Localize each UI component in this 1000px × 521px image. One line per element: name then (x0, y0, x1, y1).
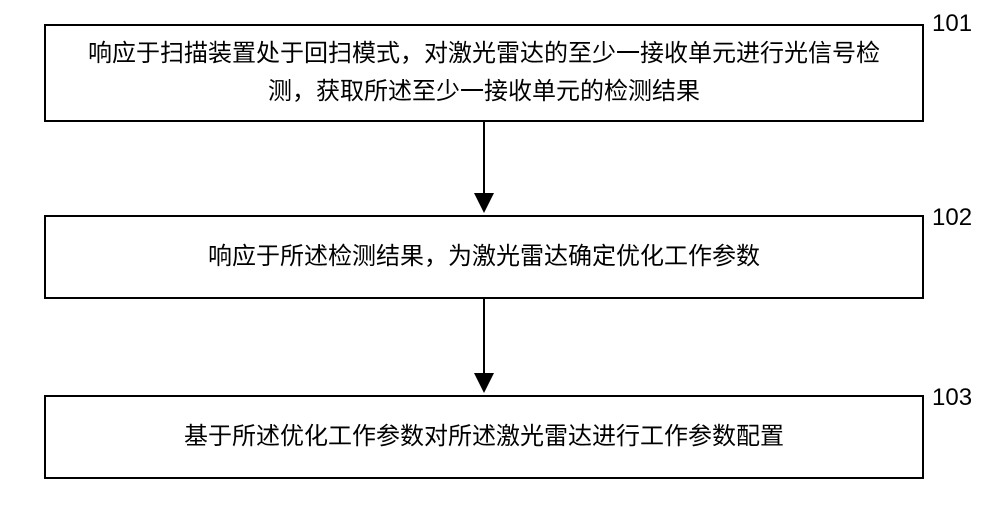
flow-node-103: 基于所述优化工作参数对所述激光雷达进行工作参数配置 (44, 395, 924, 479)
flow-node-103-text: 基于所述优化工作参数对所述激光雷达进行工作参数配置 (184, 418, 784, 456)
flow-node-103-label: 103 (932, 384, 972, 412)
flowchart-canvas: 响应于扫描装置处于回扫模式，对激光雷达的至少一接收单元进行光信号检 测，获取所述… (0, 0, 1000, 521)
flow-node-102-label: 102 (932, 204, 972, 232)
flow-node-101: 响应于扫描装置处于回扫模式，对激光雷达的至少一接收单元进行光信号检 测，获取所述… (44, 24, 924, 122)
flow-node-101-text: 响应于扫描装置处于回扫模式，对激光雷达的至少一接收单元进行光信号检 测，获取所述… (88, 35, 880, 112)
flow-node-102: 响应于所述检测结果，为激光雷达确定优化工作参数 (44, 215, 924, 299)
flow-node-101-label: 101 (932, 10, 972, 38)
flow-node-102-text: 响应于所述检测结果，为激光雷达确定优化工作参数 (208, 238, 760, 276)
